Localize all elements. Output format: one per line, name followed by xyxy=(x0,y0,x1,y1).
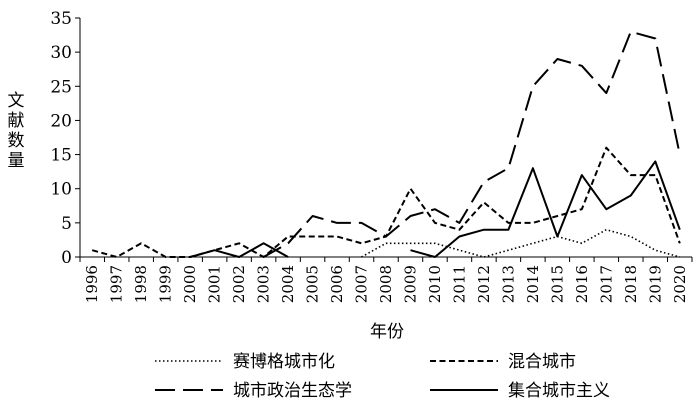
series-line-3 xyxy=(189,242,289,258)
legend-label: 混合城市 xyxy=(508,352,576,372)
x-tick-label: 2010 xyxy=(426,265,444,303)
y-axis-label-char: 献 xyxy=(8,111,25,131)
x-tick-label: 2008 xyxy=(377,265,395,303)
y-tick-label: 15 xyxy=(50,146,72,166)
legend-label: 城市政治生态学 xyxy=(233,381,352,401)
series-line-2 xyxy=(263,30,681,258)
x-tick-label: 1996 xyxy=(83,265,101,303)
series-line-3 xyxy=(410,160,681,258)
x-tick-label: 2007 xyxy=(353,265,371,303)
legend-label: 集合城市主义 xyxy=(508,381,610,401)
x-tick-label: 2009 xyxy=(401,265,419,303)
y-axis-label-char: 数 xyxy=(8,131,25,151)
legend-label: 赛博格城市化 xyxy=(233,351,335,372)
x-tick-label: 2019 xyxy=(646,265,664,303)
x-tick-label: 2015 xyxy=(548,265,566,303)
y-axis-label-char: 文 xyxy=(8,91,25,111)
series-line-0 xyxy=(361,228,681,258)
x-tick-label: 1998 xyxy=(132,265,150,303)
axes: 0 5 10 15 20 25 30 35 1996 1997 1998 1999 2000 2001 20… xyxy=(50,9,693,303)
y-tick-label: 35 xyxy=(50,9,72,29)
x-tick-label: 2020 xyxy=(671,265,689,303)
x-tick-label: 1997 xyxy=(108,265,126,303)
series-lines xyxy=(91,30,681,258)
x-tick-label: 2016 xyxy=(573,265,591,303)
x-tick-label: 2018 xyxy=(622,265,640,303)
x-tick-label: 2002 xyxy=(230,265,248,303)
y-axis-label-char: 量 xyxy=(8,151,25,171)
x-tick-label: 2001 xyxy=(206,265,224,303)
y-tick-label: 30 xyxy=(50,43,72,63)
x-tick-label: 2013 xyxy=(499,265,517,303)
series-line-1 xyxy=(91,146,681,258)
x-tick-label: 2012 xyxy=(475,265,493,303)
x-tick-label: 2005 xyxy=(304,265,322,303)
x-tick-label: 2000 xyxy=(181,265,199,303)
x-tick-label: 2006 xyxy=(328,265,346,303)
y-tick-label: 0 xyxy=(61,248,72,268)
x-tick-label: 2014 xyxy=(524,265,542,303)
y-tick-label: 10 xyxy=(50,180,72,200)
y-tick-label: 25 xyxy=(50,77,72,97)
y-tick-label: 20 xyxy=(50,111,72,131)
x-tick-label: 2003 xyxy=(255,265,273,303)
y-tick-label: 5 xyxy=(61,214,72,234)
x-tick-label: 2004 xyxy=(279,265,297,303)
x-tick-label: 1999 xyxy=(157,265,175,303)
x-axis-label: 年份 xyxy=(370,322,404,342)
x-tick-label: 2017 xyxy=(597,265,615,303)
x-tick-label: 2011 xyxy=(450,265,468,303)
